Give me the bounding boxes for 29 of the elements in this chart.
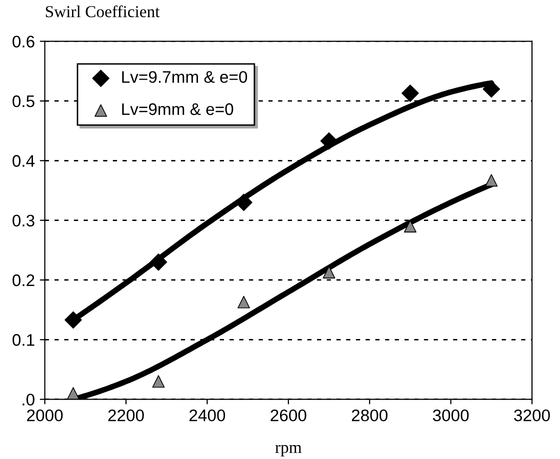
x-tick-label: 2400 bbox=[190, 409, 226, 422]
point bbox=[64, 311, 82, 329]
y-tick-label: 0.3 bbox=[12, 214, 34, 227]
legend-label: Lv=9.7mm & e=0 bbox=[122, 71, 248, 83]
x-axis-title: rpm bbox=[275, 444, 302, 456]
y-tick-label: 0.6 bbox=[12, 36, 34, 48]
x-tick-label: 2600 bbox=[270, 409, 306, 422]
point bbox=[402, 84, 419, 102]
y-tick-label: 0.5 bbox=[12, 95, 34, 108]
x-tick-label: 3000 bbox=[432, 409, 469, 422]
x-tick-label: 2200 bbox=[108, 409, 144, 422]
point bbox=[66, 387, 80, 400]
point bbox=[150, 253, 168, 271]
x-tick-label: 2800 bbox=[352, 409, 388, 422]
point bbox=[404, 220, 416, 233]
y-tick-label: 0.4 bbox=[12, 155, 35, 167]
point bbox=[322, 266, 336, 278]
point bbox=[152, 375, 165, 388]
y-tick-label: 0.2 bbox=[12, 274, 34, 286]
point bbox=[320, 132, 338, 150]
point bbox=[482, 80, 500, 98]
y-tick-label: .0 bbox=[22, 394, 34, 406]
y-axis-title: Swirl Coefficient bbox=[46, 5, 160, 18]
x-tick-label: 2000 bbox=[27, 409, 63, 422]
y-tick-label: 0.1 bbox=[12, 334, 34, 346]
legend-label: Lv=9mm & e=0 bbox=[122, 103, 234, 116]
point bbox=[238, 296, 250, 308]
x-tick-label: 3200 bbox=[514, 409, 550, 422]
point bbox=[485, 174, 498, 187]
